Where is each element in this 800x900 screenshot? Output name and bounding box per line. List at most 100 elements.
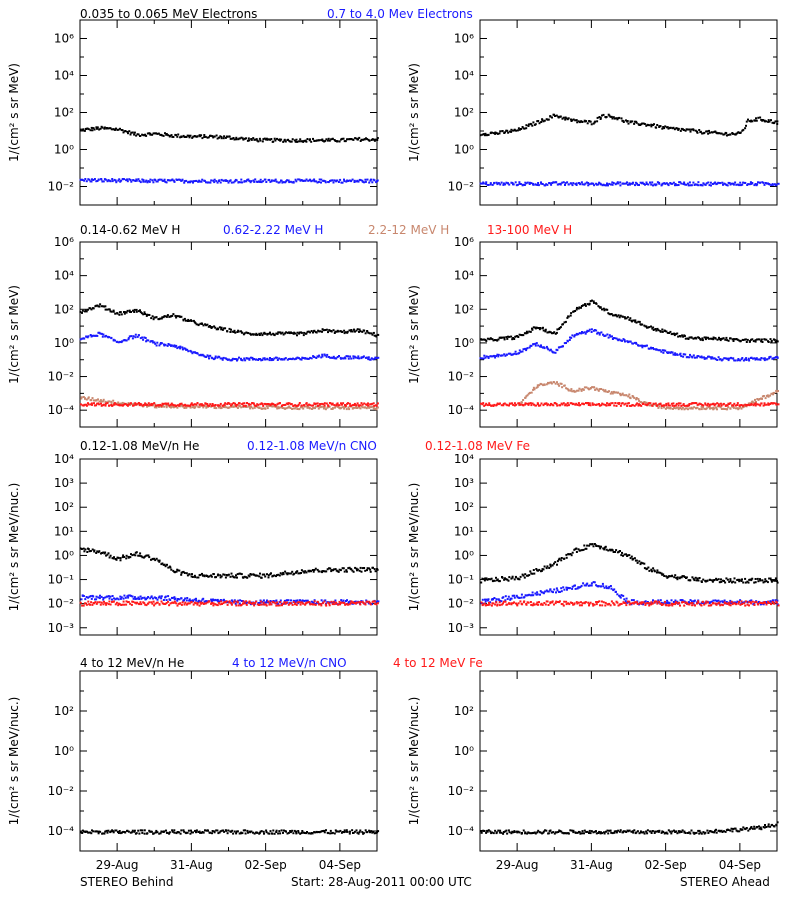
data-point — [672, 407, 674, 410]
data-point — [521, 603, 524, 606]
data-point — [497, 338, 500, 341]
data-point — [756, 398, 759, 400]
data-point — [233, 329, 236, 332]
data-point — [315, 357, 318, 359]
data-point — [726, 578, 729, 581]
data-point — [632, 319, 635, 322]
data-point — [765, 120, 767, 123]
data-point — [287, 138, 290, 141]
data-point — [704, 403, 707, 406]
data-point — [270, 333, 273, 336]
data-point — [744, 127, 747, 130]
data-point — [255, 332, 258, 335]
data-point — [479, 134, 482, 137]
data-point — [564, 118, 567, 121]
data-point — [679, 335, 682, 338]
data-point — [320, 402, 323, 405]
data-point — [729, 604, 732, 607]
data-point — [669, 407, 672, 410]
data-point — [680, 576, 683, 579]
data-point — [337, 181, 340, 183]
data-point — [128, 403, 131, 406]
data-point — [553, 331, 556, 334]
data-point — [332, 181, 335, 184]
data-point — [359, 566, 362, 569]
data-point — [750, 599, 753, 602]
data-point — [485, 182, 487, 185]
data-point — [141, 178, 144, 181]
data-point — [727, 339, 730, 342]
data-point — [575, 551, 578, 553]
data-point — [542, 568, 545, 571]
data-point — [225, 358, 228, 361]
data-point — [535, 593, 538, 596]
data-point — [600, 404, 603, 407]
data-point — [522, 404, 525, 407]
data-point — [129, 402, 132, 405]
data-point — [90, 601, 93, 604]
data-point — [81, 594, 84, 597]
data-point — [582, 388, 585, 391]
data-point — [515, 576, 517, 579]
data-point — [240, 359, 243, 361]
data-point — [373, 334, 376, 337]
panel-header-label: 0.14-0.62 MeV H — [80, 223, 180, 237]
data-point — [695, 402, 698, 405]
data-point — [573, 335, 576, 338]
data-point — [368, 600, 371, 603]
data-point — [580, 306, 582, 309]
data-point — [593, 403, 596, 406]
data-point — [325, 328, 328, 331]
data-point — [271, 600, 274, 603]
data-point — [317, 404, 319, 407]
data-point — [97, 596, 100, 599]
data-point — [765, 403, 768, 406]
data-point — [112, 309, 115, 312]
data-point — [517, 578, 520, 581]
data-point — [203, 134, 206, 136]
data-point — [714, 337, 717, 340]
data-point — [304, 603, 307, 606]
data-point — [261, 573, 264, 576]
data-point — [263, 137, 266, 140]
data-point — [149, 178, 152, 181]
data-point — [219, 135, 222, 138]
data-point — [118, 313, 121, 316]
data-point — [484, 134, 486, 137]
data-point — [613, 117, 616, 120]
data-point — [731, 338, 734, 341]
data-point — [158, 560, 161, 563]
data-point — [324, 408, 327, 411]
data-point — [246, 576, 249, 579]
data-point — [650, 347, 653, 350]
data-point — [341, 567, 344, 570]
data-point — [574, 390, 577, 393]
data-point — [547, 604, 550, 606]
data-point — [110, 310, 113, 313]
data-point — [715, 577, 718, 580]
data-point — [134, 180, 137, 182]
data-point — [373, 568, 376, 571]
data-point — [609, 404, 612, 407]
data-point — [251, 407, 254, 410]
data-point — [686, 128, 689, 131]
data-point — [250, 180, 253, 183]
data-point — [142, 179, 145, 182]
data-point — [272, 574, 275, 577]
data-point — [637, 344, 640, 347]
data-point — [107, 179, 110, 182]
data-point — [170, 402, 173, 405]
data-point — [623, 403, 626, 406]
data-point — [658, 405, 661, 408]
data-point — [95, 598, 98, 601]
data-point — [775, 356, 778, 358]
data-point — [140, 403, 143, 406]
data-point — [178, 569, 181, 572]
data-point — [549, 565, 552, 568]
data-point — [504, 600, 507, 603]
data-point — [293, 139, 296, 142]
data-point — [629, 397, 632, 400]
data-point — [739, 406, 742, 409]
data-point — [330, 138, 333, 141]
data-point — [163, 178, 166, 181]
